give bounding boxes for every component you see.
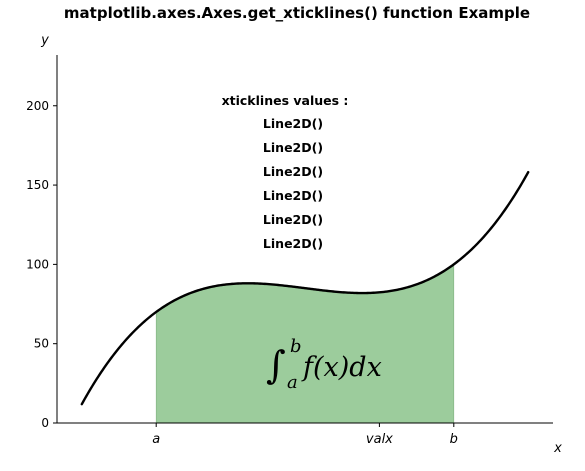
integral-expression: f(x)dx xyxy=(301,352,382,383)
x-tick-label: a xyxy=(152,432,160,447)
annotation-group: xticklines values : Line2D() Line2D() Line2… xyxy=(222,93,349,251)
integral-annotation: ∫ ba f(x)dx xyxy=(266,336,382,393)
y-tick-label: 200 xyxy=(26,99,49,113)
y-tick-label: 50 xyxy=(34,337,49,351)
annotation-item: Line2D() xyxy=(263,140,323,155)
integral-upper-limit: b xyxy=(290,336,302,357)
x-tick-label: b xyxy=(450,432,458,447)
annotation-item: Line2D() xyxy=(263,116,323,131)
curve-line xyxy=(80,170,530,406)
annotation-item: Line2D() xyxy=(263,212,323,227)
integral-sign: ∫ xyxy=(266,343,286,387)
axes-group xyxy=(56,55,553,424)
annotation-item: Line2D() xyxy=(263,236,323,251)
curve-group xyxy=(80,170,530,406)
ticks-group: 0 50 100 150 200 a valx b xyxy=(26,99,458,447)
integral-lower-limit: a xyxy=(287,372,298,393)
annotation-item: Line2D() xyxy=(263,164,323,179)
y-tick-label: 100 xyxy=(26,257,49,271)
annotation-heading: xticklines values : xyxy=(222,93,349,108)
y-axis-label: y xyxy=(40,33,49,48)
annotation-item: Line2D() xyxy=(263,188,323,203)
y-tick-label: 0 xyxy=(41,416,49,430)
y-tick-label: 150 xyxy=(26,178,49,192)
chart-title: matplotlib.axes.Axes.get_xticklines() fu… xyxy=(64,4,530,22)
x-axis-label: x xyxy=(553,441,562,456)
x-tick-label: valx xyxy=(366,432,393,447)
